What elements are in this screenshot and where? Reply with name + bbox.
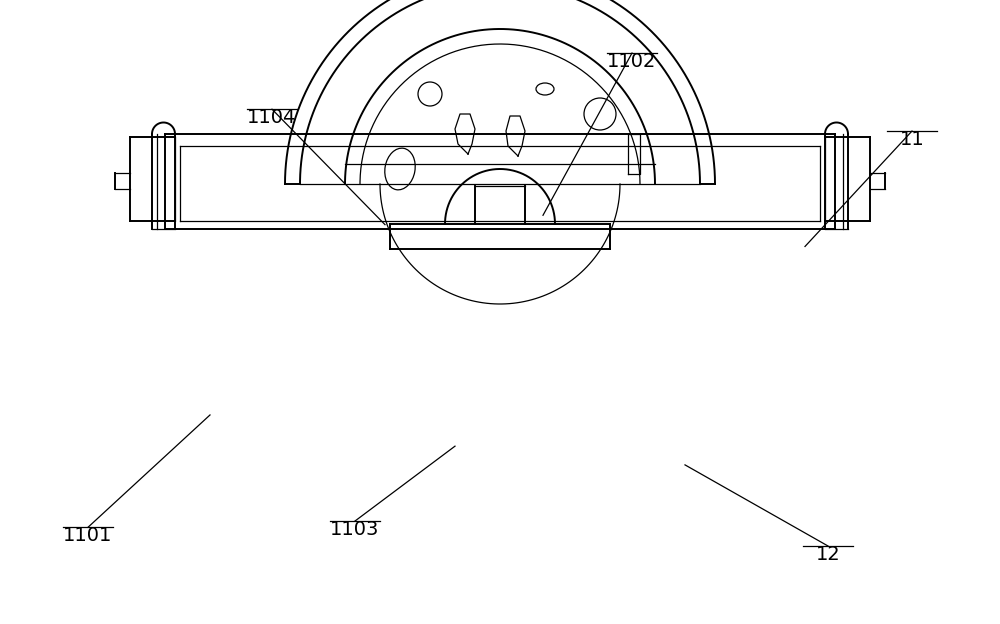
Text: 1102: 1102 — [607, 52, 657, 71]
Text: 1103: 1103 — [330, 520, 380, 539]
Text: 1101: 1101 — [63, 526, 113, 545]
Text: 1104: 1104 — [247, 108, 297, 127]
Text: 12: 12 — [816, 545, 840, 564]
Text: 11: 11 — [900, 130, 924, 149]
